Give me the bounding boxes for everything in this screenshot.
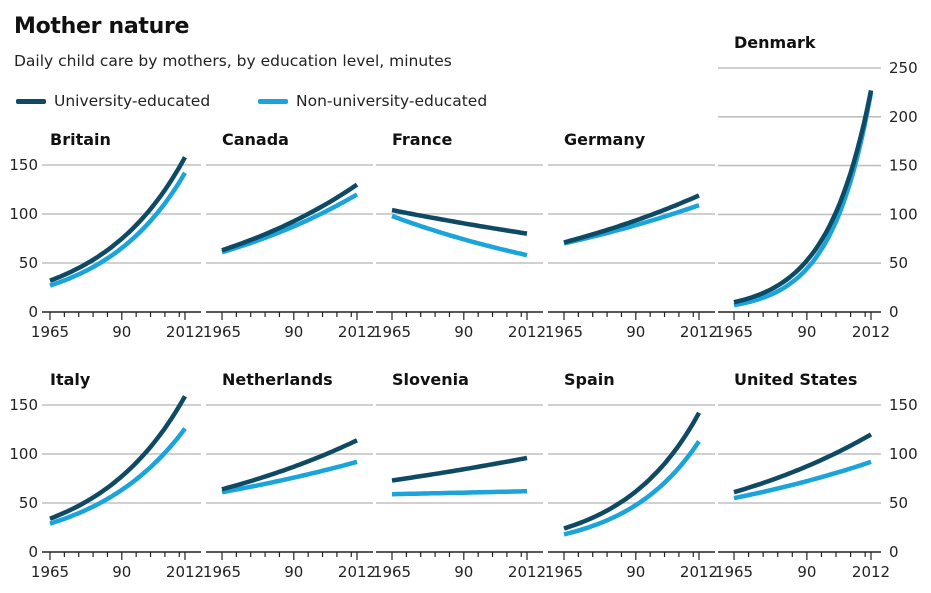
x-tick-label-slovenia: 1965 <box>373 563 411 581</box>
x-tick-label-united-states: 2012 <box>852 563 890 581</box>
panel-title-united-states: United States <box>734 370 857 389</box>
y-tick-label-italy: 50 <box>19 494 38 512</box>
panel-title-denmark: Denmark <box>734 33 816 52</box>
y-tick-label-united-states: 100 <box>889 445 918 463</box>
y-tick-label-britain: 100 <box>9 205 38 223</box>
x-tick-label-france: 1965 <box>373 323 411 341</box>
series-line-britain-university <box>49 156 187 283</box>
series-line-canada-non-university <box>221 192 359 255</box>
series-line-france-university <box>391 207 528 236</box>
series-line-germany-university <box>563 193 700 245</box>
x-tick-label-canada: 90 <box>284 323 303 341</box>
chart-subtitle: Daily child care by mothers, by educatio… <box>14 52 452 70</box>
series-line-united-states-university <box>733 432 873 495</box>
x-tick-label-united-states: 90 <box>797 563 816 581</box>
series-line-canada-university <box>221 182 359 253</box>
y-tick-label-britain: 50 <box>19 254 38 272</box>
panel-title-spain: Spain <box>564 370 615 389</box>
y-tick-label-italy: 150 <box>9 396 38 414</box>
x-tick-label-italy: 2012 <box>166 563 204 581</box>
x-tick-label-germany: 2012 <box>680 323 718 341</box>
x-tick-label-denmark: 1965 <box>715 323 753 341</box>
x-tick-label-netherlands: 2012 <box>338 563 376 581</box>
x-tick-label-spain: 1965 <box>545 563 583 581</box>
x-tick-label-france: 90 <box>454 323 473 341</box>
y-tick-label-denmark: 100 <box>889 205 918 223</box>
legend-item-non-university: Non-university-educated <box>258 90 487 112</box>
y-tick-label-denmark: 0 <box>889 303 899 321</box>
chart-title: Mother nature <box>14 14 190 39</box>
x-tick-label-britain: 1965 <box>31 323 69 341</box>
legend-label-university: University-educated <box>54 92 211 110</box>
series-line-slovenia-university <box>391 455 528 483</box>
y-tick-label-united-states: 50 <box>889 494 908 512</box>
x-tick-label-britain: 2012 <box>166 323 204 341</box>
y-tick-label-united-states: 0 <box>889 543 899 561</box>
x-tick-label-germany: 90 <box>626 323 645 341</box>
x-tick-label-denmark: 90 <box>797 323 816 341</box>
series-line-denmark-university <box>733 89 874 305</box>
x-tick-label-spain: 2012 <box>680 563 718 581</box>
series-line-france-non-university <box>391 213 528 258</box>
panel-title-canada: Canada <box>222 130 289 149</box>
legend-swatch-non-university <box>258 98 288 104</box>
panel-title-netherlands: Netherlands <box>222 370 333 389</box>
x-tick-label-denmark: 2012 <box>852 323 890 341</box>
x-tick-label-netherlands: 90 <box>284 563 303 581</box>
y-tick-label-denmark: 250 <box>889 59 918 77</box>
series-line-italy-non-university <box>49 427 187 526</box>
x-tick-label-slovenia: 2012 <box>508 563 546 581</box>
y-tick-label-denmark: 200 <box>889 108 918 126</box>
x-tick-label-canada: 1965 <box>203 323 241 341</box>
panel-title-italy: Italy <box>50 370 91 389</box>
x-tick-label-united-states: 1965 <box>715 563 753 581</box>
x-tick-label-france: 2012 <box>508 323 546 341</box>
y-tick-label-italy: 100 <box>9 445 38 463</box>
x-tick-label-canada: 2012 <box>338 323 376 341</box>
x-tick-label-slovenia: 90 <box>454 563 473 581</box>
series-line-united-states-non-university <box>733 459 872 501</box>
x-tick-label-germany: 1965 <box>545 323 583 341</box>
panel-title-germany: Germany <box>564 130 646 149</box>
series-line-denmark-non-university <box>733 91 874 308</box>
panel-title-france: France <box>392 130 452 149</box>
panel-title-britain: Britain <box>50 130 111 149</box>
series-line-spain-university <box>563 411 701 531</box>
x-tick-label-italy: 1965 <box>31 563 69 581</box>
legend-swatch-university <box>16 98 46 104</box>
x-tick-label-netherlands: 1965 <box>203 563 241 581</box>
y-tick-label-britain: 0 <box>28 303 38 321</box>
series-line-italy-university <box>49 395 187 521</box>
series-line-netherlands-university <box>221 438 358 492</box>
y-tick-label-britain: 150 <box>9 156 38 174</box>
y-tick-label-denmark: 150 <box>889 157 918 175</box>
y-tick-label-united-states: 150 <box>889 396 918 414</box>
x-tick-label-italy: 90 <box>112 563 131 581</box>
series-line-britain-non-university <box>49 171 187 288</box>
legend-label-non-university: Non-university-educated <box>296 92 488 110</box>
y-tick-label-italy: 0 <box>28 543 38 561</box>
x-tick-label-spain: 90 <box>626 563 645 581</box>
series-line-netherlands-non-university <box>221 459 358 495</box>
series-line-spain-non-university <box>563 440 701 537</box>
legend-item-university: University-educated <box>16 90 210 112</box>
y-tick-label-denmark: 50 <box>889 254 908 272</box>
series-line-slovenia-non-university <box>391 488 528 497</box>
panel-title-slovenia: Slovenia <box>392 370 469 389</box>
x-tick-label-britain: 90 <box>112 323 131 341</box>
